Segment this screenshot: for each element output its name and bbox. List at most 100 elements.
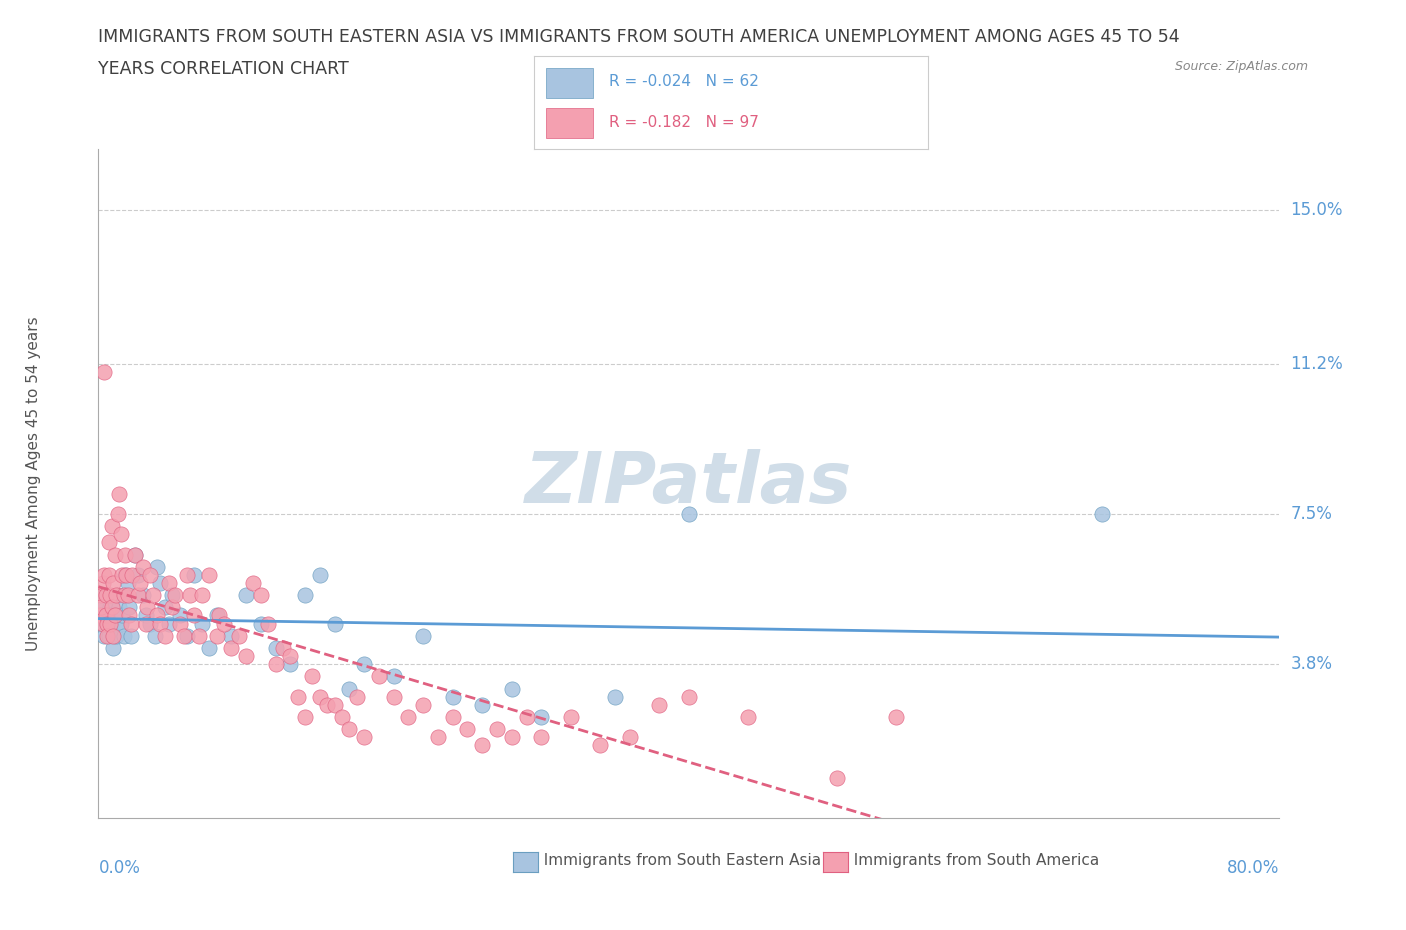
Point [648,698,671,712]
Point [183,608,205,623]
Point [530,710,553,724]
Point [337,681,360,696]
Point [205,608,228,623]
Point [191,588,214,603]
Point [104,608,127,623]
Point [157,617,180,631]
Point [96,608,118,623]
Point [235,648,257,663]
Point [90,600,112,615]
Point [127,588,149,603]
Point [257,617,280,631]
Point [153,629,176,644]
Point [93,629,115,644]
Point [250,617,273,631]
FancyBboxPatch shape [546,68,593,98]
Point [412,629,434,644]
Point [309,567,332,582]
Point [139,567,162,582]
Point [278,657,302,671]
Point [89,608,111,623]
Text: Unemployment Among Ages 45 to 54 years: Unemployment Among Ages 45 to 54 years [25,316,41,651]
Point [94,588,117,603]
Point [98,588,121,603]
Point [337,722,360,737]
Point [219,641,242,656]
Point [114,547,136,562]
Point [316,698,339,712]
Point [94,608,117,623]
Point [117,576,139,591]
Point [264,657,287,671]
Point [183,567,205,582]
Point [97,535,120,550]
Point [91,617,114,631]
Point [98,608,121,623]
Point [143,629,166,644]
Point [165,588,187,603]
Point [124,547,146,562]
Point [103,629,125,644]
Text: 7.5%: 7.5% [1291,505,1333,523]
Point [153,600,176,615]
Point [456,722,478,737]
Point [110,617,132,631]
Text: R = -0.182   N = 97: R = -0.182 N = 97 [609,115,759,130]
Point [91,576,114,591]
Point [111,567,134,582]
Point [605,689,627,704]
Text: 0.0%: 0.0% [98,858,141,877]
Point [104,547,127,562]
Point [169,608,191,623]
Point [100,617,122,631]
Point [111,608,134,623]
Point [242,576,264,591]
Text: 80.0%: 80.0% [1227,858,1279,877]
Point [117,588,139,603]
Point [98,600,121,615]
Point [121,567,143,582]
Point [278,648,302,663]
Point [427,730,450,745]
Point [149,576,172,591]
Text: 3.8%: 3.8% [1291,656,1333,673]
Point [228,629,250,644]
Point [173,629,195,644]
Point [98,617,121,631]
Text: YEARS CORRELATION CHART: YEARS CORRELATION CHART [98,60,349,78]
Point [412,698,434,712]
Point [97,567,120,582]
Text: ZIPatlas: ZIPatlas [526,449,852,518]
Point [115,588,138,603]
Text: IMMIGRANTS FROM SOUTH EASTERN ASIA VS IMMIGRANTS FROM SOUTH AMERICA UNEMPLOYMENT: IMMIGRANTS FROM SOUTH EASTERN ASIA VS IM… [98,28,1180,46]
Point [118,600,141,615]
Point [132,588,155,603]
Point [353,730,375,745]
Point [105,617,128,631]
Point [108,486,131,501]
Point [825,770,848,785]
Point [135,608,157,623]
Point [382,669,405,684]
Point [139,617,162,631]
Point [115,567,138,582]
Point [108,600,131,615]
Point [530,730,553,745]
Point [330,710,353,724]
Point [107,507,129,522]
Point [90,588,112,603]
Point [128,576,150,591]
Point [157,576,180,591]
Point [323,617,346,631]
Point [110,527,132,542]
Text: Immigrants from South Eastern Asia: Immigrants from South Eastern Asia [534,853,821,868]
Point [100,600,122,615]
Text: Source: ZipAtlas.com: Source: ZipAtlas.com [1174,60,1308,73]
Point [441,710,464,724]
Point [560,710,582,724]
Point [146,608,169,623]
Text: Immigrants from South America: Immigrants from South America [844,853,1099,868]
Point [94,588,117,603]
Point [103,641,125,656]
Point [884,710,907,724]
